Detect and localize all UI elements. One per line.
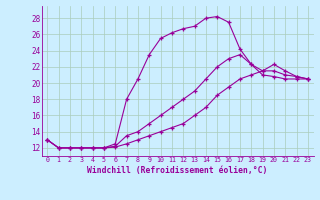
X-axis label: Windchill (Refroidissement éolien,°C): Windchill (Refroidissement éolien,°C): [87, 166, 268, 175]
